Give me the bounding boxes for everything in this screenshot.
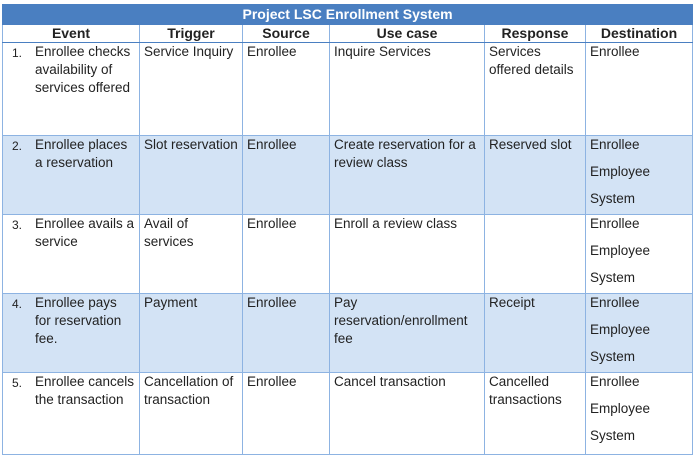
use-case-cell: Cancel transaction bbox=[329, 372, 485, 455]
trigger-cell: Service Inquiry bbox=[139, 42, 243, 136]
event-text: Enrollee pays for reservation fee. bbox=[35, 295, 122, 346]
header-use-case: Use case bbox=[329, 24, 485, 43]
event-cell: 2. Enrollee places a reservation bbox=[2, 135, 140, 215]
table-row: 4. Enrollee pays for reservation fee. Pay… bbox=[2, 293, 694, 373]
event-text: Enrollee cancels the transaction bbox=[35, 374, 135, 407]
table-row: 1. Enrollee checks availability of servic… bbox=[2, 42, 694, 136]
trigger-cell: Slot reservation bbox=[139, 135, 243, 215]
source-cell: Enrollee bbox=[242, 214, 330, 294]
table-row: 3. Enrollee avails a service Avail of ser… bbox=[2, 214, 694, 294]
destination-cell: Enrollee bbox=[584, 42, 694, 136]
destination-cell: Enrollee Employee System bbox=[584, 214, 694, 294]
destination-item: System bbox=[590, 428, 636, 443]
destination-item: Enrollee bbox=[590, 295, 640, 310]
row-number: 4. bbox=[12, 297, 23, 311]
header-event: Event bbox=[2, 24, 140, 43]
header-response: Response bbox=[484, 24, 586, 43]
event-cell: 3. Enrollee avails a service bbox=[2, 214, 140, 294]
destination-item: Enrollee bbox=[590, 44, 640, 59]
destination-item: Employee bbox=[590, 401, 651, 416]
response-cell: Receipt bbox=[484, 293, 586, 373]
use-case-cell: Pay reservation/enrollment fee bbox=[329, 293, 485, 373]
source-cell: Enrollee bbox=[242, 42, 330, 136]
destination-item: System bbox=[590, 349, 636, 364]
event-text: Enrollee places a reservation bbox=[35, 137, 128, 170]
trigger-cell: Avail of services bbox=[139, 214, 243, 294]
event-cell: 4. Enrollee pays for reservation fee. bbox=[2, 293, 140, 373]
source-cell: Enrollee bbox=[242, 135, 330, 215]
destination-item: Enrollee bbox=[590, 137, 640, 152]
use-case-cell: Inquire Services bbox=[329, 42, 485, 136]
response-cell: Services offered details bbox=[484, 42, 586, 136]
use-case-cell: Create reservation for a review class bbox=[329, 135, 485, 215]
destination-item: System bbox=[590, 270, 636, 285]
destination-item: Employee bbox=[590, 243, 651, 258]
trigger-cell: Payment bbox=[139, 293, 243, 373]
row-number: 5. bbox=[12, 376, 23, 390]
row-number: 3. bbox=[12, 218, 23, 232]
event-cell: 5. Enrollee cancels the transaction bbox=[2, 372, 140, 455]
response-cell bbox=[484, 214, 586, 294]
table-title: Project LSC Enrollment System bbox=[1, 4, 694, 25]
source-cell: Enrollee bbox=[242, 372, 330, 455]
response-cell: Cancelled transactions bbox=[484, 372, 586, 455]
event-cell: 1. Enrollee checks availability of servic… bbox=[2, 42, 140, 136]
source-cell: Enrollee bbox=[242, 293, 330, 373]
destination-cell: Enrollee Employee System bbox=[584, 135, 694, 215]
header-source: Source bbox=[242, 24, 330, 43]
event-text: Enrollee avails a service bbox=[35, 216, 135, 249]
response-cell: Reserved slot bbox=[484, 135, 586, 215]
destination-item: Enrollee bbox=[590, 374, 640, 389]
table-row: 2. Enrollee places a reservation Slot res… bbox=[2, 135, 694, 215]
header-destination: Destination bbox=[584, 24, 694, 43]
row-number: 1. bbox=[12, 46, 23, 60]
event-table-container: Project LSC Enrollment System Event Trig… bbox=[1, 4, 694, 455]
destination-cell: Enrollee Employee System bbox=[584, 372, 694, 455]
table-row: 5. Enrollee cancels the transaction Cance… bbox=[2, 372, 694, 455]
destination-item: System bbox=[590, 191, 636, 206]
trigger-cell: Cancellation of transaction bbox=[139, 372, 243, 455]
destination-item: Employee bbox=[590, 322, 651, 337]
destination-cell: Enrollee Employee System bbox=[584, 293, 694, 373]
use-case-cell: Enroll a review class bbox=[329, 214, 485, 294]
event-table: Project LSC Enrollment System Event Trig… bbox=[1, 4, 694, 455]
header-trigger: Trigger bbox=[139, 24, 243, 43]
destination-item: Employee bbox=[590, 164, 651, 179]
row-number: 2. bbox=[12, 139, 23, 153]
destination-item: Enrollee bbox=[590, 216, 640, 231]
event-text: Enrollee checks availability of services… bbox=[35, 44, 131, 95]
